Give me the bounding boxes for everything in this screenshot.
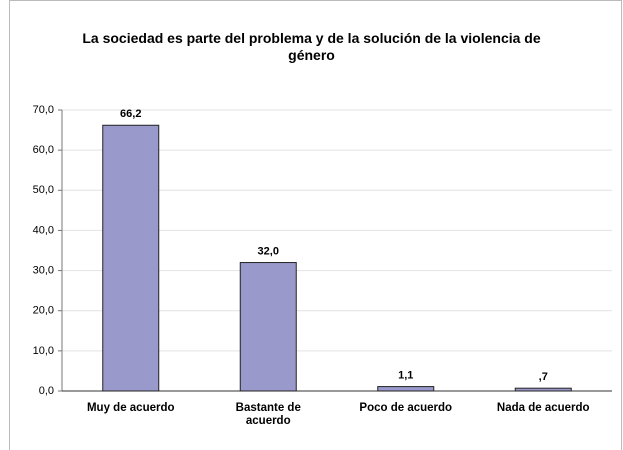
x-tick-label: Muy de acuerdo xyxy=(86,402,175,414)
value-label: ,7 xyxy=(539,371,548,383)
y-tick-label: 30,0 xyxy=(33,264,54,276)
y-tick-label: 20,0 xyxy=(33,305,54,317)
y-tick-label: 10,0 xyxy=(33,345,54,357)
chart-title-box: La sociedad es parte del problema y de l… xyxy=(0,30,623,64)
y-tick-label: 60,0 xyxy=(33,144,54,156)
x-tick-label: Nada de acuerdo xyxy=(496,402,590,414)
x-tick-label: Bastante de acuerdo xyxy=(235,402,301,427)
bar xyxy=(102,124,160,392)
chart-title: La sociedad es parte del problema y de l… xyxy=(82,30,541,63)
bar xyxy=(514,387,572,392)
y-tick-label: 50,0 xyxy=(33,184,54,196)
y-tick-label: 40,0 xyxy=(33,224,54,236)
bar xyxy=(377,386,435,392)
value-label: 66,2 xyxy=(120,108,141,120)
x-tick-label: Poco de acuerdo xyxy=(359,402,453,414)
y-tick-label: 0,0 xyxy=(39,385,54,397)
value-label: 32,0 xyxy=(258,245,279,257)
value-label: 1,1 xyxy=(398,369,413,381)
bar xyxy=(239,262,297,392)
y-tick-label: 70,0 xyxy=(33,104,54,116)
chart-border xyxy=(9,0,622,450)
